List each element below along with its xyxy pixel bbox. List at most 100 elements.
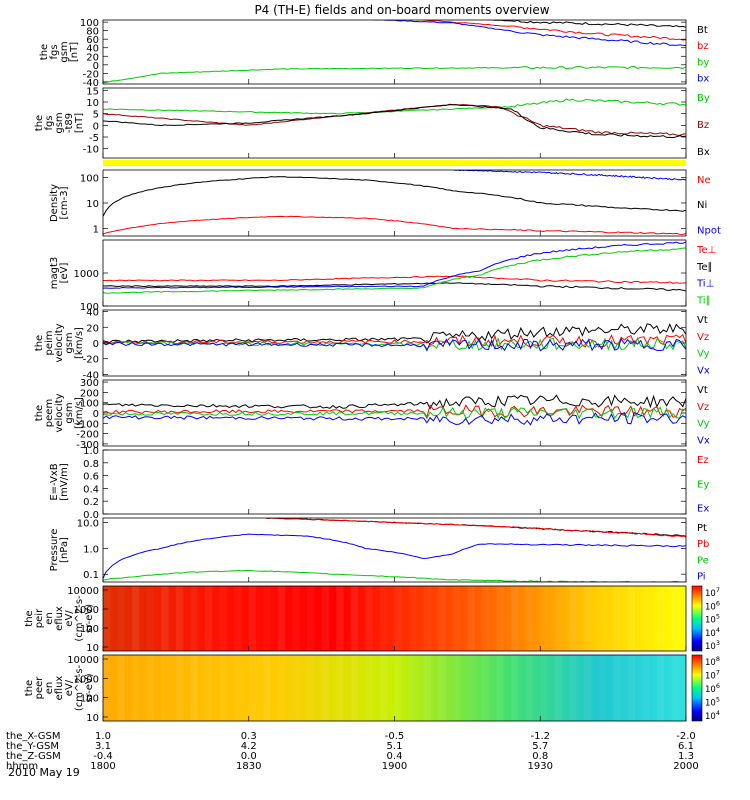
legend-Te⊥: Te⊥	[696, 245, 716, 256]
heatmap-band	[554, 655, 563, 721]
orbit-value: 1800	[90, 761, 115, 772]
colorbar-tick-base: 10	[705, 672, 716, 682]
heatmap-band	[350, 655, 359, 721]
heatmap-band	[394, 655, 402, 721]
y-tick-label: 10	[86, 643, 99, 654]
legend-Pb: Pb	[697, 539, 709, 550]
y-axis-label: sr-eV)	[84, 673, 95, 702]
y-tick-label: 40	[86, 44, 99, 55]
y-axis-label: gsm	[64, 402, 75, 423]
legend-Vy: Vy	[697, 419, 710, 430]
y-axis-label: [eV]	[59, 263, 70, 284]
heatmap-band	[117, 655, 125, 721]
heatmap-band	[569, 655, 577, 721]
legend-Ti∥: Ti∥	[696, 295, 711, 306]
heatmap-image	[103, 655, 686, 721]
legend-Vz: Vz	[697, 332, 709, 343]
colorbar-tick-exp: 7	[716, 669, 720, 677]
series-line-Vy	[103, 406, 686, 420]
series-group	[103, 323, 686, 352]
orbit-value: 1.3	[678, 751, 694, 762]
legend-bx: bx	[697, 74, 709, 85]
colorbar-tick-label: 107	[705, 669, 720, 682]
y-axis-label: [mV/m]	[59, 463, 70, 501]
y-axis-label: fgs	[44, 115, 55, 130]
colorbar	[691, 585, 703, 652]
panel-8: 0.1 1.0 10.0 Pt Pb Pe Pi Pressure [nPa]	[49, 517, 709, 583]
series-line-Te∥	[103, 282, 686, 292]
heatmap-band	[583, 655, 592, 721]
colorbar-tick-exp: 6	[716, 682, 720, 690]
orbit-row-label: the_X-GSM	[6, 731, 60, 742]
heatmap-band	[540, 586, 547, 651]
series-group	[103, 98, 686, 139]
heatmap-band	[103, 655, 111, 721]
colorbar-tick-base: 10	[705, 699, 716, 709]
heatmap-band	[394, 586, 402, 651]
y-tick-label: 100	[80, 18, 99, 29]
y-axis-label: peir	[34, 608, 45, 628]
y-tick-label: 0.1	[83, 570, 99, 581]
y-tick-label: 1	[93, 224, 99, 235]
orbit-table: the_X-GSM 1.0 0.3 -0.5 -1.2 -2.0 the_Y-GSM 3.1 4…	[6, 731, 699, 772]
heatmap-band	[190, 655, 198, 721]
heatmap-band	[599, 586, 606, 651]
heatmap-band	[219, 655, 227, 721]
y-axis-label: the	[34, 335, 45, 351]
heatmap-band	[583, 586, 592, 651]
heatmap-band	[613, 586, 621, 651]
legend-Vx: Vx	[697, 365, 710, 376]
y-axis-label: magt3	[49, 257, 60, 290]
y-axis-label: E=-VxB	[49, 463, 60, 500]
heatmap-band	[525, 655, 533, 721]
y-axis-label: eV/	[64, 610, 75, 627]
heatmap-band	[409, 655, 417, 721]
colorbar-tick-base: 10	[705, 589, 716, 599]
colorbar-tick-exp: 4	[716, 709, 720, 717]
y-tick-label: 1000	[74, 674, 99, 685]
colorbar-tick-label: 105	[705, 613, 720, 626]
heatmap-band	[175, 655, 184, 721]
heatmap-band	[336, 655, 344, 721]
legend-Vy: Vy	[697, 349, 710, 360]
heatmap-band	[525, 586, 533, 651]
heatmap-band	[511, 586, 519, 651]
y-tick-label: 0	[93, 339, 99, 350]
heatmap-band	[540, 655, 548, 721]
series-line-Ti⊥	[103, 241, 686, 289]
heatmap-band	[263, 586, 270, 651]
heatmap-band	[118, 586, 125, 651]
legend-Bx: Bx	[697, 147, 710, 158]
y-axis-label: -t89	[64, 113, 75, 133]
y-axis-label: Density	[49, 184, 60, 222]
orbit-value: 5.7	[532, 741, 548, 752]
date-label: 2010 May 19	[8, 766, 80, 779]
heatmap-band	[234, 586, 242, 651]
series-group	[103, 170, 686, 235]
y-tick-label: 1000	[74, 605, 99, 616]
legend-Pe: Pe	[697, 555, 709, 566]
legend-Ne: Ne	[697, 175, 711, 186]
panel-3: 1 10 100 Ne Ni Npot Density [cm-3]	[49, 169, 721, 237]
series-line-Pi	[103, 533, 686, 579]
y-axis-label: the	[34, 405, 45, 421]
colorbar	[691, 654, 703, 722]
panel-7: 0.0 0.2 0.40.6 0.8 1.0 Ez Ey Ex E=-VxB [mV/m]	[49, 446, 709, 521]
colorbar-tick-base: 10	[705, 602, 716, 612]
y-tick-label: 0.2	[83, 497, 99, 508]
heatmap-band	[248, 655, 257, 721]
y-axis-label: Pressure	[49, 529, 60, 572]
y-tick-label: 0	[93, 61, 99, 72]
series-line-Vx	[103, 337, 686, 352]
heatmap-band	[627, 586, 635, 651]
orbit-value: 0.0	[241, 751, 257, 762]
y-tick-label: 300	[80, 378, 99, 389]
heatmap-band	[496, 655, 504, 721]
y-tick-label: 20	[86, 323, 99, 334]
y-axis-label: eflux	[54, 676, 65, 701]
orbit-value: -2.0	[676, 731, 696, 742]
y-tick-label: -10	[83, 145, 99, 156]
